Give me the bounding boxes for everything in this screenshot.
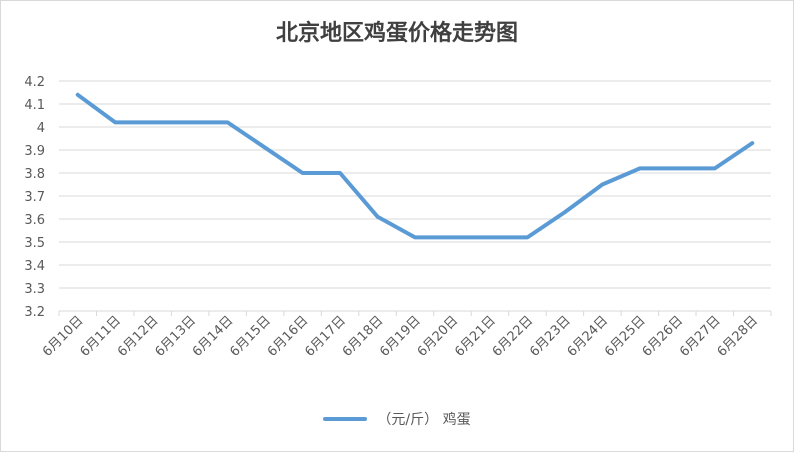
data-point [338,171,342,175]
data-point [151,120,155,124]
legend-label: （元/斤） 鸡蛋 [377,412,471,428]
x-tick-label: 6月19日 [377,313,424,360]
data-point [301,171,305,175]
x-tick-label: 6月12日 [115,313,162,360]
x-tick-label: 6月11日 [77,313,124,360]
x-tick-label: 6月18日 [340,313,387,360]
y-tick-label: 3.4 [24,259,45,274]
y-tick-label: 3.9 [24,144,45,159]
data-point [750,141,754,145]
y-tick-label: 4 [37,121,45,136]
y-tick-label: 3.6 [24,213,45,228]
data-point [600,183,604,186]
data-point [713,166,717,170]
legend-swatch [323,417,368,421]
data-point [226,120,230,124]
x-tick-label: 6月17日 [302,313,349,360]
data-point [76,93,80,97]
y-tick-label: 4.1 [24,98,45,113]
x-tick-label: 6月25日 [602,313,649,360]
y-tick-label: 4.2 [24,75,45,90]
data-point [376,215,380,219]
x-tick-label: 6月28日 [715,313,762,360]
x-tick-label: 6月10日 [40,313,87,360]
x-tick-label: 6月15日 [227,313,274,360]
y-tick-label: 3.8 [24,167,45,182]
data-point [675,166,679,170]
data-point [525,235,529,239]
data-point [413,235,417,239]
data-point [188,120,192,124]
y-tick-label: 3.5 [24,236,45,251]
data-point [450,235,454,239]
data-point [263,146,267,150]
x-tick-label: 6月14日 [190,313,237,360]
legend: （元/斤） 鸡蛋 [1,409,793,429]
y-tick-label: 3.3 [24,282,45,297]
data-point [563,210,567,214]
x-tick-label: 6月21日 [452,313,499,360]
x-tick-label: 6月26日 [640,313,687,360]
chart-title: 北京地区鸡蛋价格走势图 [275,21,518,46]
x-tick-label: 6月23日 [527,313,574,360]
x-tick-label: 6月24日 [565,313,612,360]
x-tick-label: 6月22日 [490,313,537,360]
x-tick-label: 6月20日 [415,313,462,360]
x-tick-label: 6月16日 [265,313,312,360]
y-tick-label: 3.7 [24,190,45,205]
series-line [75,92,755,240]
x-tick-label: 6月13日 [152,313,199,360]
data-point [113,120,117,124]
y-tick-label: 3.2 [24,305,45,320]
data-point [488,235,492,239]
data-point [638,166,642,170]
x-tick-label: 6月27日 [677,313,724,360]
